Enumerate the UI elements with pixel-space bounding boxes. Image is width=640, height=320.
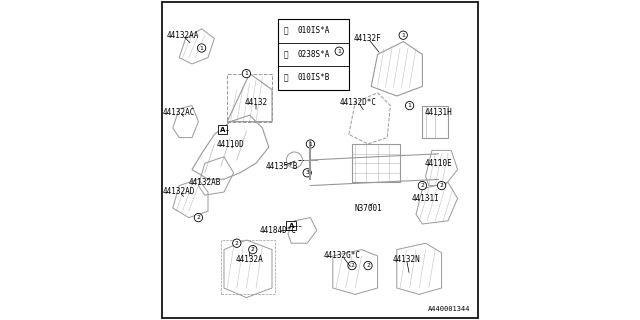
Circle shape [233, 239, 241, 247]
Text: 2: 2 [350, 263, 354, 268]
Circle shape [348, 261, 356, 270]
Text: 44135*B: 44135*B [266, 162, 298, 171]
Circle shape [249, 245, 257, 254]
Text: 44132D*C: 44132D*C [340, 98, 377, 107]
Text: 1: 1 [308, 141, 312, 147]
Circle shape [303, 169, 312, 177]
Text: 44132AA: 44132AA [166, 31, 198, 40]
Circle shape [364, 261, 372, 270]
Text: 1: 1 [408, 103, 412, 108]
Text: 44132A: 44132A [236, 255, 264, 264]
Text: 44131I: 44131I [412, 194, 440, 203]
Text: 010IS*A: 010IS*A [298, 27, 330, 36]
Circle shape [399, 31, 408, 39]
Text: 44110D: 44110D [216, 140, 244, 148]
Circle shape [438, 181, 446, 190]
Text: 44132F: 44132F [354, 34, 382, 43]
Text: 3: 3 [305, 170, 309, 175]
Text: 010IS*B: 010IS*B [298, 73, 330, 82]
Bar [278, 19, 349, 90]
Text: ③: ③ [284, 73, 289, 82]
Text: 0238S*A: 0238S*A [298, 50, 330, 59]
Circle shape [406, 101, 414, 110]
Text: 2: 2 [251, 247, 255, 252]
Circle shape [335, 47, 344, 55]
Text: 44132N: 44132N [392, 255, 420, 264]
Text: 2: 2 [235, 241, 239, 246]
Bar [352, 144, 400, 182]
Text: 44132G*C: 44132G*C [324, 252, 361, 260]
Bar [227, 74, 272, 122]
Text: 2: 2 [366, 263, 370, 268]
Text: 44132: 44132 [244, 98, 268, 107]
Text: 2: 2 [420, 183, 424, 188]
Text: A: A [220, 127, 225, 132]
Circle shape [306, 140, 315, 148]
Circle shape [197, 44, 206, 52]
Text: A: A [289, 223, 294, 228]
Text: 44131H: 44131H [424, 108, 452, 116]
Text: 1: 1 [337, 49, 341, 54]
Text: ①: ① [284, 27, 289, 36]
Bar [218, 125, 227, 134]
Text: 44110E: 44110E [424, 159, 452, 168]
Text: 44184D*C: 44184D*C [260, 226, 297, 235]
Text: 44132AD: 44132AD [163, 188, 195, 196]
Text: 1: 1 [200, 45, 204, 51]
Text: 44132AB: 44132AB [189, 178, 221, 187]
Text: 1: 1 [401, 33, 405, 38]
Bar [287, 221, 296, 230]
Text: 1: 1 [244, 71, 248, 76]
Text: A440001344: A440001344 [428, 306, 470, 312]
Text: ②: ② [284, 50, 289, 59]
Circle shape [287, 152, 302, 168]
Circle shape [195, 213, 202, 222]
Bar [422, 106, 448, 138]
Bar [221, 240, 275, 294]
Text: 2: 2 [440, 183, 444, 188]
Text: 44132AC: 44132AC [163, 108, 195, 116]
Text: N37001: N37001 [354, 204, 382, 212]
Text: 2: 2 [196, 215, 200, 220]
Circle shape [243, 69, 251, 78]
Circle shape [419, 181, 427, 190]
